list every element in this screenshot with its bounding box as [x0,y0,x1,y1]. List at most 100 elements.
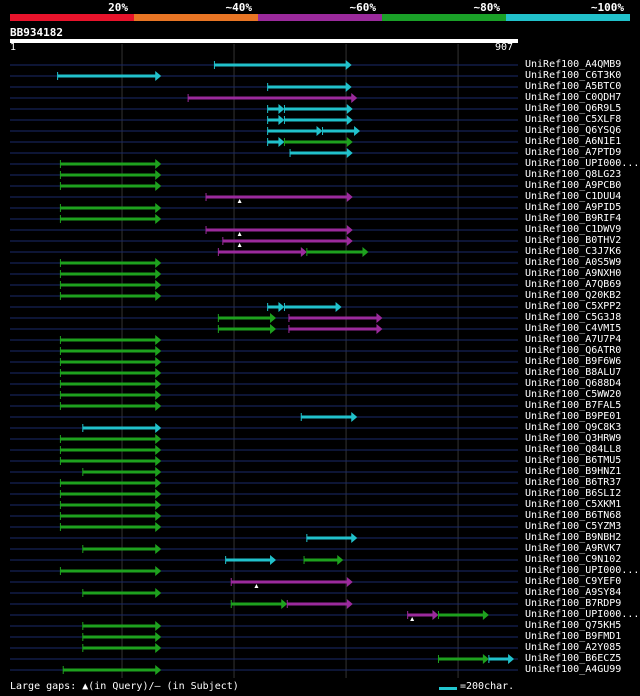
hit-label[interactable]: UniRef100_B9FMD1 [525,631,622,642]
hit-label[interactable]: UniRef100_Q75KH5 [525,620,622,631]
alignment-segment [60,393,157,397]
alignment-arrow [482,610,489,620]
alignment-arrow [155,665,162,675]
alignment-segment [488,657,510,661]
hit-label[interactable]: UniRef100_UPI000... [525,565,640,576]
hit-label[interactable]: UniRef100_C3J7K6 [525,246,622,257]
alignment-arrow [155,71,162,81]
hit-label[interactable]: UniRef100_B7RDP9 [525,598,622,609]
alignment-segment [267,118,280,122]
alignment-arrow [351,412,358,422]
alignment-arrow [362,247,369,257]
hit-label[interactable]: UniRef100_C0QDH7 [525,92,622,103]
hit-label[interactable]: UniRef100_A7QB69 [525,279,622,290]
hit-label[interactable]: UniRef100_A4QMB9 [525,59,622,70]
hit-label[interactable]: UniRef100_A7U7P4 [525,334,622,345]
alignment-arrow [345,60,352,70]
alignment-segment [222,239,348,243]
hit-label[interactable]: UniRef100_UPI000... [525,609,640,620]
hit-label[interactable]: UniRef100_B8ALU7 [525,367,622,378]
hit-label[interactable]: UniRef100_Q9C8K3 [525,422,622,433]
alignment-segment [225,558,272,562]
hit-label[interactable]: UniRef100_B6TR37 [525,477,622,488]
hit-label[interactable]: UniRef100_C1DWV9 [525,224,622,235]
hit-label[interactable]: UniRef100_A7PTD9 [525,147,622,158]
hit-label[interactable]: UniRef100_A9PID5 [525,202,622,213]
hit-label[interactable]: UniRef100_C6T3K0 [525,70,622,81]
hit-label[interactable]: UniRef100_B9RIF4 [525,213,622,224]
alignment-arrow [346,137,353,147]
alignment-segment [57,74,157,78]
alignment-arrow [300,247,307,257]
alignment-segment [60,448,157,452]
hit-label[interactable]: UniRef100_B0THV2 [525,235,622,246]
alignment-arrow [155,489,162,499]
alignment-arrow [155,346,162,356]
hit-label[interactable]: UniRef100_A4GU99 [525,664,622,675]
alignment-segment [301,415,353,419]
hit-label[interactable]: UniRef100_C5XPP2 [525,301,622,312]
alignment-arrow [335,302,342,312]
legend-swatch [258,14,382,21]
hit-label[interactable]: UniRef100_C9YEF0 [525,576,622,587]
hit-label[interactable]: UniRef100_A9PCB0 [525,180,622,191]
alignment-arrow [354,126,361,136]
hit-label[interactable]: UniRef100_C5XKM1 [525,499,622,510]
hit-label[interactable]: UniRef100_B9NBH2 [525,532,622,543]
hit-label[interactable]: UniRef100_A2Y085 [525,642,622,653]
alignment-segment [82,591,157,595]
hit-label[interactable]: UniRef100_Q84LL8 [525,444,622,455]
alignment-arrow [155,357,162,367]
hit-label[interactable]: UniRef100_A9NXH0 [525,268,622,279]
alignment-segment [60,184,157,188]
hit-label[interactable]: UniRef100_A5BTC0 [525,81,622,92]
alignment-arrow [155,467,162,477]
hit-label[interactable]: UniRef100_Q6R9L5 [525,103,622,114]
hit-label[interactable]: UniRef100_B9F6W6 [525,356,622,367]
hit-label[interactable]: UniRef100_Q688D4 [525,378,622,389]
hit-label[interactable]: UniRef100_C5WW20 [525,389,622,400]
legend-swatch [10,14,134,21]
legend-swatch [506,14,630,21]
hit-label[interactable]: UniRef100_C5XLF8 [525,114,622,125]
alignment-segment [288,327,378,331]
alignment-arrow [345,82,352,92]
alignment-segment [284,107,348,111]
alignment-segment [438,613,484,617]
hit-label[interactable]: UniRef100_Q3HRW9 [525,433,622,444]
hit-label[interactable]: UniRef100_A9RVK7 [525,543,622,554]
hit-label[interactable]: UniRef100_C5YZM3 [525,521,622,532]
alignment-arrow [155,500,162,510]
alignment-segment [284,305,337,309]
hit-label[interactable]: UniRef100_UPI000... [525,158,640,169]
hit-label[interactable]: UniRef100_A9SY84 [525,587,622,598]
hit-label[interactable]: UniRef100_B6TN68 [525,510,622,521]
alignment-segment [60,481,157,485]
hit-label[interactable]: UniRef100_B6TMU5 [525,455,622,466]
hit-label[interactable]: UniRef100_A0S5W9 [525,257,622,268]
alignment-arrow [281,599,288,609]
hit-label[interactable]: UniRef100_Q6ATR0 [525,345,622,356]
alignment-arrow [155,269,162,279]
hit-label[interactable]: UniRef100_C1DUU4 [525,191,622,202]
hit-label[interactable]: UniRef100_Q6YSQ6 [525,125,622,136]
large-gaps-legend: Large gaps: ▲(in Query)/— (in Subject) [10,681,239,692]
hit-label[interactable]: UniRef100_B6ECZ5 [525,653,622,664]
hit-label[interactable]: UniRef100_B9PE01 [525,411,622,422]
hit-label[interactable]: UniRef100_C9N102 [525,554,622,565]
alignment-segment [60,272,157,276]
alignment-segment [290,151,348,155]
hit-label[interactable]: UniRef100_Q20KB2 [525,290,622,301]
hit-label[interactable]: UniRef100_A6N1E1 [525,136,622,147]
hit-label[interactable]: UniRef100_C5G3J8 [525,312,622,323]
alignment-segment [287,602,348,606]
alignment-segment [60,382,157,386]
hit-label[interactable]: UniRef100_B6SLI2 [525,488,622,499]
alignment-segment [322,129,356,133]
hit-label[interactable]: UniRef100_Q8LG23 [525,169,622,180]
query-name: BB934182 [10,26,63,39]
alignment-arrow [337,555,344,565]
hit-label[interactable]: UniRef100_B9HNZ1 [525,466,622,477]
hit-label[interactable]: UniRef100_B7FAL5 [525,400,622,411]
hit-label[interactable]: UniRef100_C4VMI5 [525,323,622,334]
